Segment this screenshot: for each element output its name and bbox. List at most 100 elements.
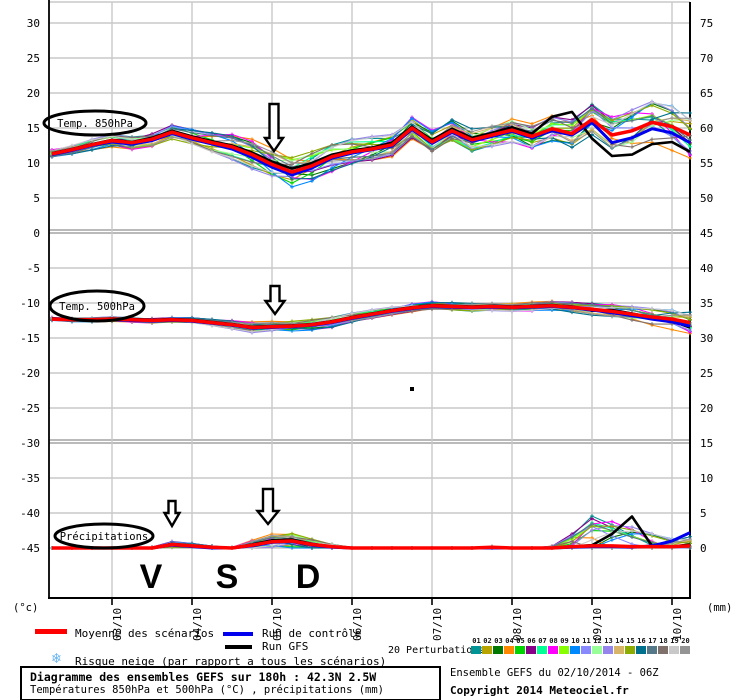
gfs-line-swatch [225, 645, 252, 649]
perturbation-number: 18 [659, 637, 668, 645]
right-tick-label: 60 [700, 122, 713, 135]
perturbation-number: 04 [505, 637, 514, 645]
right-axis-unit: (mm) [707, 602, 733, 614]
left-tick-label: -45 [20, 542, 40, 555]
perturbation-swatch [548, 646, 558, 654]
perturbation-cell: 15 [625, 638, 636, 654]
perturbation-number: 02 [483, 637, 492, 645]
legend-control-label: Run de contrôle [262, 627, 362, 640]
perturbation-number: 19 [670, 637, 679, 645]
perturbation-number: 17 [648, 637, 657, 645]
perturbation-swatch [680, 646, 690, 654]
copyright: Copyright 2014 Meteociel.fr [450, 684, 629, 697]
series-mean-precip [52, 539, 691, 550]
left-tick-label: 5 [33, 192, 40, 205]
perturbation-swatch [471, 646, 481, 654]
right-tick-label: 5 [700, 507, 707, 520]
perturbation-cell: 19 [669, 638, 680, 654]
perturbation-swatch [636, 646, 646, 654]
left-tick-label: 20 [27, 87, 40, 100]
right-tick-label: 25 [700, 367, 713, 380]
perturbation-cell: 03 [493, 638, 504, 654]
perturbation-swatch [658, 646, 668, 654]
perturbation-cell: 14 [614, 638, 625, 654]
perturbation-cell: 20 [680, 638, 691, 654]
right-tick-label: 40 [700, 262, 713, 275]
perturbations-color-strip: 01 02 03 04 05 06 07 08 09 10 11 12 13 14 15 16 17 18 19 20 [471, 638, 691, 654]
right-tick-label: 15 [700, 437, 713, 450]
perturbation-swatch [625, 646, 635, 654]
date-label: 06/10 [351, 608, 364, 641]
weekend-day-letter: D [296, 558, 321, 596]
perturbation-number: 12 [593, 637, 602, 645]
perturbation-cell: 05 [515, 638, 526, 654]
perturbation-number: 09 [560, 637, 569, 645]
perturbation-swatch [504, 646, 514, 654]
perturbation-swatch [526, 646, 536, 654]
right-tick-label: 45 [700, 227, 713, 240]
perturbation-number: 14 [615, 637, 624, 645]
perturbation-cell: 17 [647, 638, 658, 654]
date-label: 04/10 [191, 608, 204, 641]
left-tick-label: -30 [20, 437, 40, 450]
perturbation-number: 08 [549, 637, 558, 645]
perturbation-cell: 02 [482, 638, 493, 654]
date-label: 08/10 [511, 608, 524, 641]
left-tick-label: -40 [20, 507, 40, 520]
left-tick-label: 0 [33, 227, 40, 240]
left-tick-label: -20 [20, 367, 40, 380]
title-box: Diagramme des ensembles GEFS sur 180h : … [20, 666, 441, 700]
perturbation-swatch [614, 646, 624, 654]
annotation-ellipse-label: Temp. 500hPa [59, 301, 135, 313]
perturbation-swatch [669, 646, 679, 654]
perturbation-cell: 11 [581, 638, 592, 654]
perturbation-number: 15 [626, 637, 635, 645]
perturbation-swatch [515, 646, 525, 654]
date-label: 09/10 [591, 608, 604, 641]
snowflake-icon: ❄ [52, 649, 62, 667]
left-tick-label: 25 [27, 52, 40, 65]
perturbation-cell: 13 [603, 638, 614, 654]
perturbation-swatch [603, 646, 613, 654]
stray-dot [410, 387, 414, 391]
annotation-ellipse [53, 522, 155, 550]
left-tick-label: -35 [20, 472, 40, 485]
diagram-title: Diagramme des ensembles GEFS sur 180h : … [30, 670, 377, 684]
series-mean-temp500 [51, 304, 691, 330]
weekend-day-letter: V [140, 558, 163, 596]
right-tick-label: 0 [700, 542, 707, 555]
left-tick-label: 30 [27, 17, 40, 30]
perturbation-number: 10 [571, 637, 580, 645]
diagram-subtitle: Températures 850hPa et 500hPa (°C) , pré… [30, 684, 385, 696]
perturbation-swatch [482, 646, 492, 654]
down-arrow-icon [254, 487, 282, 526]
left-tick-label: 15 [27, 122, 40, 135]
perturbation-number: 01 [472, 637, 481, 645]
perturbation-number: 16 [637, 637, 646, 645]
perturbation-cell: 16 [636, 638, 647, 654]
right-tick-label: 75 [700, 17, 713, 30]
right-tick-label: 70 [700, 52, 713, 65]
right-tick-label: 35 [700, 297, 713, 310]
left-tick-label: -5 [27, 262, 40, 275]
perturbation-number: 07 [538, 637, 547, 645]
perturbation-swatch [559, 646, 569, 654]
date-label: 05/10 [271, 608, 284, 641]
right-tick-label: 20 [700, 402, 713, 415]
left-tick-label: -25 [20, 402, 40, 415]
perturbation-cell: 18 [658, 638, 669, 654]
perturbation-swatch [570, 646, 580, 654]
mean-line-swatch [35, 629, 67, 634]
perturbation-cell: 07 [537, 638, 548, 654]
perturbation-number: 11 [582, 637, 591, 645]
perturbation-cell: 06 [526, 638, 537, 654]
left-axis-unit: (°c) [13, 602, 39, 614]
annotation-ellipse-label: Précipitations [60, 531, 149, 543]
perturbation-cell: 08 [548, 638, 559, 654]
perturbation-swatch [493, 646, 503, 654]
down-arrow-icon [162, 499, 182, 529]
weekend-day-letter: S [216, 558, 239, 596]
legend-mean-label: Moyenne des scénarios [75, 627, 215, 640]
